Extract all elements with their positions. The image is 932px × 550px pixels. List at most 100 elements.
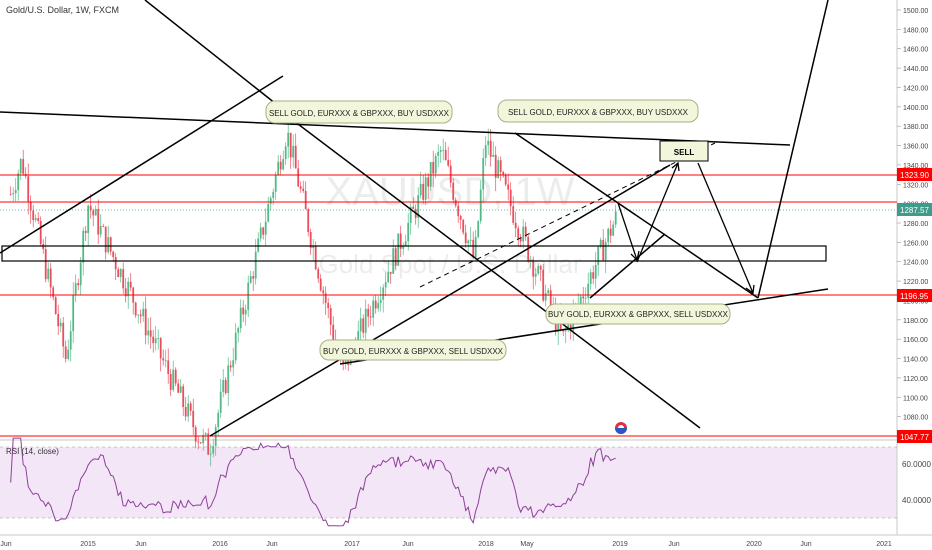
candle-body — [194, 427, 197, 442]
candle-body — [184, 407, 187, 417]
candle-body — [102, 226, 105, 227]
candle-body — [239, 307, 242, 329]
time-axis-label: 2017 — [344, 541, 360, 548]
candle-body — [372, 300, 375, 318]
candle-body — [512, 206, 515, 223]
candle-body — [332, 324, 335, 342]
candle-body — [457, 205, 460, 217]
candle-body — [124, 288, 127, 297]
candle-body — [277, 161, 280, 175]
candle-body — [12, 193, 15, 195]
candle-body — [514, 222, 517, 229]
candle-body — [417, 195, 420, 218]
level-tag-1196: 1196.95 — [897, 289, 932, 302]
candle-body — [494, 154, 497, 178]
time-axis-label: Jun — [668, 541, 679, 548]
annotation-buy-2[interactable]: BUY GOLD, EURXXX & GBPXXX, SELL USDXXX — [545, 303, 731, 325]
candle-body — [52, 287, 55, 298]
level-tag-1323: 1323.90 — [897, 168, 932, 181]
candle-body — [172, 369, 175, 390]
candle-body — [529, 259, 532, 261]
candle-body — [14, 190, 17, 194]
projection-leg-2 — [636, 162, 679, 263]
candle-body — [589, 272, 592, 284]
candle-body — [477, 221, 480, 237]
candle-body — [99, 226, 102, 235]
event-marker-icon[interactable] — [615, 422, 627, 434]
candle-body — [502, 172, 505, 175]
price-pane — [0, 0, 897, 440]
candle-body — [104, 226, 107, 253]
candle-body — [592, 272, 595, 279]
candle-body — [37, 218, 40, 221]
candle-body — [152, 336, 155, 344]
candle-body — [409, 206, 412, 223]
rsi-axis-tick-60: 60.0000 — [902, 460, 931, 469]
annotation-sell-1[interactable]: SELL GOLD, EURXXX & GBPXXX, BUY USDXXX — [265, 100, 453, 124]
sell-box-text: SELL — [674, 148, 695, 157]
candle-body — [447, 160, 450, 166]
candle-body — [469, 239, 472, 241]
candle-body — [387, 272, 390, 283]
candle-body — [177, 383, 180, 393]
annotation-sell-1-text: SELL GOLD, EURXXX & GBPXXX, BUY USDXXX — [269, 109, 450, 118]
candle-body — [584, 297, 587, 299]
candle-body — [127, 281, 130, 297]
candle-body — [89, 205, 92, 211]
candle-body — [309, 232, 312, 249]
candle-body — [9, 193, 12, 195]
rsi-line — [10, 437, 616, 527]
candle-body — [74, 283, 77, 295]
candle-body — [467, 240, 470, 244]
candle-body — [134, 302, 137, 316]
candle-body — [244, 309, 247, 315]
candle-body — [364, 308, 367, 333]
candle-body — [269, 197, 272, 205]
candle-body — [437, 151, 440, 156]
projection-leg-3 — [697, 162, 754, 294]
candle-body — [422, 183, 425, 200]
candle-body — [122, 269, 125, 289]
candle-body — [532, 259, 535, 277]
candle-body — [462, 219, 465, 233]
price-axis-tick-label: 1280.00 — [903, 221, 928, 228]
candle-body — [32, 210, 35, 220]
candle-body — [472, 239, 475, 258]
price-axis-tick-label: 1500.00 — [903, 8, 928, 15]
candle-body — [212, 445, 215, 454]
time-axis[interactable]: Jun 2015 Jun 2016 Jun 2017 Jun 2018 May 2019 Jun 20… — [0, 541, 892, 548]
candle-body — [259, 227, 262, 239]
candle-body — [579, 296, 582, 304]
candle-body — [142, 308, 145, 317]
candle-body — [474, 236, 477, 258]
price-axis-tick-label: 1440.00 — [903, 66, 928, 73]
candle-body — [29, 201, 32, 211]
price-axis-tick-label: 1420.00 — [903, 85, 928, 92]
candle-body — [374, 300, 377, 309]
annotation-buy-1[interactable]: BUY GOLD, EURXXX & GBPXXX, SELL USDXXX — [319, 339, 507, 361]
candle-body — [222, 380, 225, 392]
sell-box[interactable]: SELL — [659, 140, 709, 162]
candle-body — [499, 160, 502, 173]
trendlines — [0, 0, 829, 437]
candle-body — [564, 330, 567, 332]
level-tag-1196-text: 1196.95 — [900, 292, 929, 301]
symbol-title: Gold/U.S. Dollar, 1W, FXCM — [6, 5, 119, 15]
price-axis[interactable]: 1500.00 1480.00 1460.00 1440.00 1420.00 1400.… — [897, 8, 928, 441]
candle-body — [229, 365, 232, 368]
candle-body — [487, 140, 490, 146]
candle-body — [599, 239, 602, 247]
candle-body — [314, 246, 317, 270]
candle-body — [402, 246, 405, 249]
candle-body — [359, 318, 362, 332]
candle-body — [479, 189, 482, 222]
candle-body — [84, 230, 87, 234]
candle-body — [397, 233, 400, 266]
annotation-buy-1-text: BUY GOLD, EURXXX & GBPXXX, SELL USDXXX — [323, 347, 504, 356]
candle-body — [179, 386, 182, 393]
candle-body — [299, 186, 302, 189]
candle-body — [404, 241, 407, 247]
annotation-sell-2[interactable]: SELL GOLD, EURXXX & GBPXXX, BUY USDXXX — [497, 99, 699, 123]
candle-body — [379, 299, 382, 303]
candle-body — [307, 209, 310, 233]
